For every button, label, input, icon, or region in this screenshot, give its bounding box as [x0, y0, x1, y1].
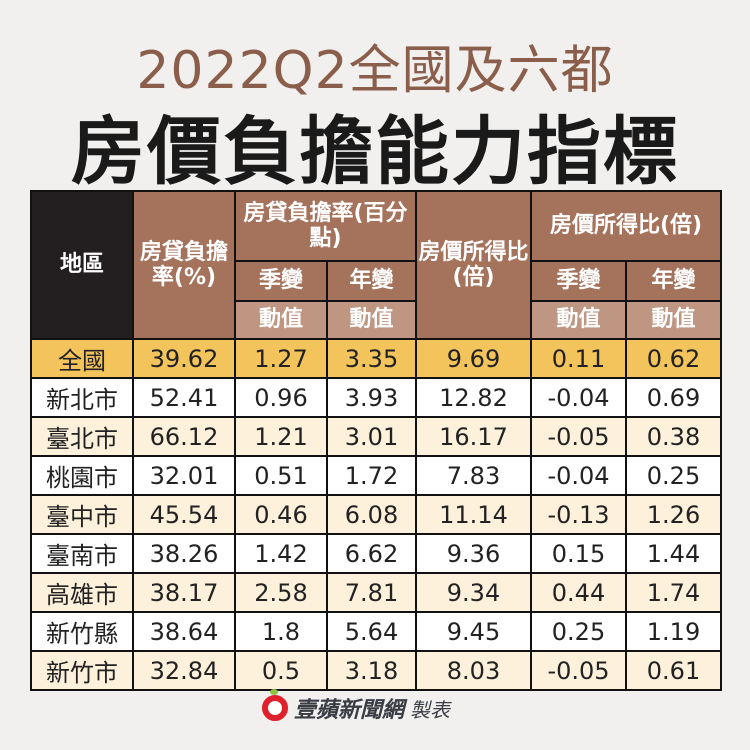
- cell-burden: 38.64: [132, 611, 236, 652]
- cell-region: 高雄市: [30, 572, 134, 613]
- cell-burden-qoq: 0.5: [234, 650, 328, 691]
- cell-ratio: 8.03: [415, 650, 532, 691]
- table-row: 新北市 52.41 0.96 3.93 12.82 -0.04 0.69: [30, 377, 722, 418]
- header-yoy: 年變: [625, 260, 722, 302]
- header-change-value: 動值: [530, 300, 627, 340]
- cell-ratio-yoy: 1.44: [625, 533, 722, 574]
- cell-ratio-qoq: -0.05: [530, 416, 627, 457]
- affordability-table: 地區 房貸負擔率(%) 房貸負擔率(百分點) 房價所得比(倍) 房價所得比(倍)…: [30, 190, 722, 691]
- header-change-value: 動值: [625, 300, 722, 340]
- cell-ratio: 11.14: [415, 494, 532, 535]
- table-row: 臺南市 38.26 1.42 6.62 9.36 0.15 1.44: [30, 533, 722, 574]
- cell-burden: 32.84: [132, 650, 236, 691]
- cell-ratio-qoq: 0.15: [530, 533, 627, 574]
- cell-ratio-qoq: -0.05: [530, 650, 627, 691]
- cell-burden-yoy: 3.01: [326, 416, 417, 457]
- cell-burden: 38.26: [132, 533, 236, 574]
- title-line-2: 房價負擔能力指標: [71, 109, 679, 195]
- cell-ratio: 9.34: [415, 572, 532, 613]
- cell-ratio-yoy: 0.62: [625, 338, 722, 379]
- cell-region: 臺中市: [30, 494, 134, 535]
- cell-burden-yoy: 3.35: [326, 338, 417, 379]
- title-line-1: 2022Q2全國及六都: [136, 41, 614, 101]
- cell-burden: 39.62: [132, 338, 236, 379]
- cell-ratio-yoy: 1.26: [625, 494, 722, 535]
- cell-region: 新竹市: [30, 650, 134, 691]
- cell-ratio-qoq: 0.25: [530, 611, 627, 652]
- cell-ratio-yoy: 1.74: [625, 572, 722, 613]
- cell-region: 全國: [30, 338, 134, 379]
- header-qoq: 季變: [234, 260, 328, 302]
- cell-region: 臺北市: [30, 416, 134, 457]
- table-row: 臺中市 45.54 0.46 6.08 11.14 -0.13 1.26: [30, 494, 722, 535]
- brand-name: 壹蘋新聞網: [294, 698, 405, 723]
- cell-ratio: 9.69: [415, 338, 532, 379]
- cell-burden-yoy: 7.81: [326, 572, 417, 613]
- cell-ratio-yoy: 0.38: [625, 416, 722, 457]
- table-row: 桃園市 32.01 0.51 1.72 7.83 -0.04 0.25: [30, 455, 722, 496]
- header-change-value: 動值: [234, 300, 328, 340]
- national-row: 全國 39.62 1.27 3.35 9.69 0.11 0.62: [30, 338, 722, 379]
- cell-region: 新北市: [30, 377, 134, 418]
- cell-region: 新竹縣: [30, 611, 134, 652]
- cell-burden-qoq: 1.21: [234, 416, 328, 457]
- cell-burden-yoy: 1.72: [326, 455, 417, 496]
- cell-burden: 45.54: [132, 494, 236, 535]
- header-mortgage-change-group: 房貸負擔率(百分點): [234, 190, 417, 262]
- cell-burden-qoq: 2.58: [234, 572, 328, 613]
- cell-ratio-qoq: -0.04: [530, 455, 627, 496]
- table-row: 臺北市 66.12 1.21 3.01 16.17 -0.05 0.38: [30, 416, 722, 457]
- cell-burden-qoq: 0.46: [234, 494, 328, 535]
- cell-burden-qoq: 1.27: [234, 338, 328, 379]
- cell-burden-qoq: 1.42: [234, 533, 328, 574]
- made-by-label: 製表: [410, 697, 451, 722]
- cell-burden-yoy: 3.93: [326, 377, 417, 418]
- cell-burden: 38.17: [132, 572, 236, 613]
- header-price-income: 房價所得比(倍): [415, 190, 532, 340]
- cell-ratio: 16.17: [415, 416, 532, 457]
- header-qoq: 季變: [530, 260, 627, 302]
- cell-ratio-yoy: 1.19: [625, 611, 722, 652]
- cell-ratio-qoq: 0.44: [530, 572, 627, 613]
- table-row: 新竹市 32.84 0.5 3.18 8.03 -0.05 0.61: [30, 650, 722, 691]
- header-price-income-change-group: 房價所得比(倍): [530, 190, 722, 262]
- table-row: 新竹縣 38.64 1.8 5.64 9.45 0.25 1.19: [30, 611, 722, 652]
- header-region: 地區: [30, 190, 134, 340]
- cell-burden-yoy: 3.18: [326, 650, 417, 691]
- cell-ratio-qoq: -0.13: [530, 494, 627, 535]
- header-mortgage-burden: 房貸負擔率(%): [132, 190, 236, 340]
- cell-burden-qoq: 0.96: [234, 377, 328, 418]
- cell-ratio-qoq: 0.11: [530, 338, 627, 379]
- cell-ratio-qoq: -0.04: [530, 377, 627, 418]
- cell-ratio-yoy: 0.25: [625, 455, 722, 496]
- header-change-value: 動值: [326, 300, 417, 340]
- apple-icon: [262, 689, 288, 721]
- table-row: 高雄市 38.17 2.58 7.81 9.34 0.44 1.74: [30, 572, 722, 613]
- cell-burden-yoy: 6.62: [326, 533, 417, 574]
- cell-ratio: 9.45: [415, 611, 532, 652]
- cell-ratio: 12.82: [415, 377, 532, 418]
- footer-logo: 壹蘋新聞網 製表: [262, 689, 451, 724]
- cell-burden: 52.41: [132, 377, 236, 418]
- cell-ratio: 7.83: [415, 455, 532, 496]
- cell-burden-qoq: 1.8: [234, 611, 328, 652]
- cell-burden: 32.01: [132, 455, 236, 496]
- cell-burden-yoy: 5.64: [326, 611, 417, 652]
- cell-ratio: 9.36: [415, 533, 532, 574]
- cell-region: 臺南市: [30, 533, 134, 574]
- cell-ratio-yoy: 0.61: [625, 650, 722, 691]
- cell-burden: 66.12: [132, 416, 236, 457]
- header-yoy: 年變: [326, 260, 417, 302]
- cell-burden-qoq: 0.51: [234, 455, 328, 496]
- cell-ratio-yoy: 0.69: [625, 377, 722, 418]
- cell-region: 桃園市: [30, 455, 134, 496]
- cell-burden-yoy: 6.08: [326, 494, 417, 535]
